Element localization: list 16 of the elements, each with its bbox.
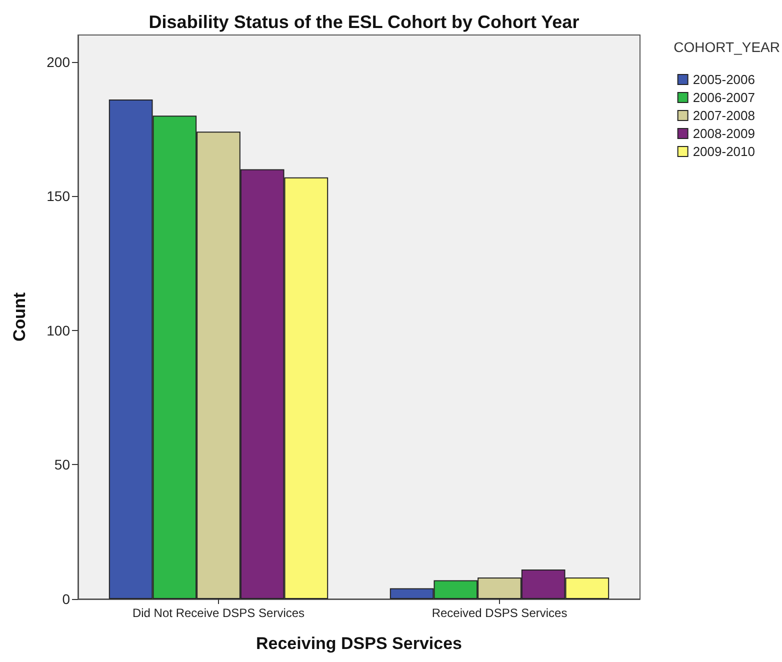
legend-title: COHORT_YEAR [674,39,780,55]
legend-label: 2008-2009 [692,126,756,141]
y-tick-label: 100 [46,322,70,338]
legend-label: 2006-2007 [692,90,756,105]
legend-label: 2005-2006 [692,72,756,87]
y-tick-label: 200 [46,54,70,70]
y-tick-label: 50 [54,456,70,473]
legend-label: 2007-2008 [692,108,756,123]
x-axis-title: Receiving DSPS Services [256,634,462,653]
x-tick-label: Received DSPS Services [432,606,568,620]
y-tick-label: 150 [46,188,70,204]
x-tick-label: Did Not Receive DSPS Services [132,606,305,620]
chart-title: Disability Status of the ESL Cohort by Cohort Year [148,12,580,32]
y-axis-title: Count [10,292,29,342]
y-tick-label: 0 [62,591,70,607]
legend-label: 2009-2010 [692,144,756,159]
